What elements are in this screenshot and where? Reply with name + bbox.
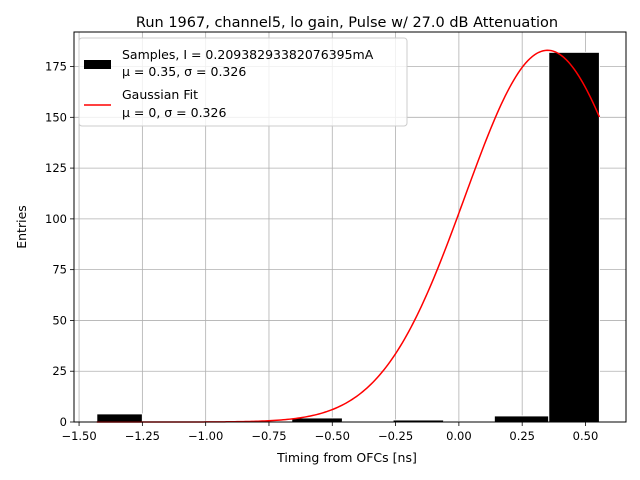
x-tick-label: −1.50 <box>61 429 96 443</box>
histogram-bar <box>493 415 550 423</box>
plot-frame <box>73 31 627 423</box>
y-axis-ticks: 0 25 50 75 100 125 150 175 <box>45 60 74 429</box>
legend: Samples, I = 0.20938293382076395mA μ = 0… <box>78 37 408 127</box>
histogram-bar <box>96 413 143 423</box>
x-tick-label: −0.50 <box>315 429 350 443</box>
x-tick-label: −0.25 <box>378 429 413 443</box>
y-tick-label: 25 <box>52 364 67 378</box>
y-tick-label: 0 <box>60 415 67 429</box>
legend-fit-stats: μ = 0, σ = 0.326 <box>122 105 226 120</box>
legend-fit-label: Gaussian Fit <box>122 87 198 102</box>
x-tick-label: 0.50 <box>573 429 599 443</box>
x-axis-ticks: −1.50 −1.25 −1.00 −0.75 −0.50 −0.25 0.00 0.25 0.… <box>61 422 598 443</box>
x-tick-label: −1.25 <box>125 429 160 443</box>
x-tick-label: −1.00 <box>188 429 223 443</box>
legend-box <box>78 37 408 127</box>
y-tick-label: 50 <box>52 313 67 327</box>
histogram-bar <box>548 51 600 423</box>
y-tick-label: 175 <box>45 60 67 74</box>
legend-samples-label: Samples, I = 0.20938293382076395mA <box>122 47 374 62</box>
y-axis-label: Entries <box>14 205 29 249</box>
legend-samples-swatch <box>84 60 111 69</box>
y-tick-label: 125 <box>45 161 67 175</box>
legend-samples-stats: μ = 0.35, σ = 0.326 <box>122 64 246 79</box>
x-tick-label: 0.00 <box>446 429 472 443</box>
y-tick-label: 100 <box>45 212 67 226</box>
chart-title: Run 1967, channel5, lo gain, Pulse w/ 27… <box>136 15 558 31</box>
x-axis-label: Timing from OFCs [ns] <box>276 450 417 465</box>
x-tick-label: −0.75 <box>251 429 286 443</box>
x-tick-label: 0.25 <box>509 429 535 443</box>
y-tick-label: 75 <box>52 263 67 277</box>
y-tick-label: 150 <box>45 110 67 124</box>
